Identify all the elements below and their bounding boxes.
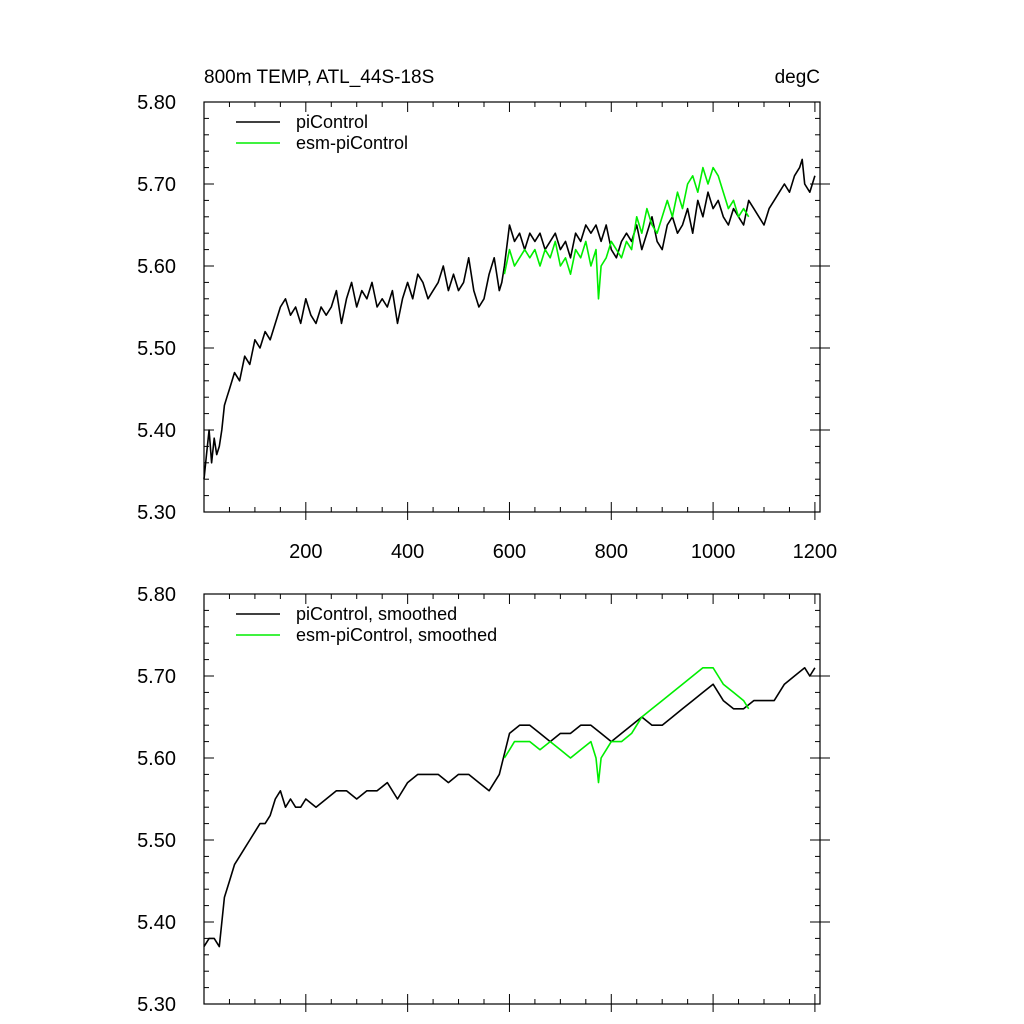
plot-frame — [203, 593, 821, 1005]
y-tick-label: 5.70 — [137, 666, 176, 688]
x-tick-label: 200 — [289, 541, 322, 563]
series-line-esm-picontrol — [503, 166, 750, 300]
top-panel: 800m TEMP, ATL_44S-18S degC 5.80 5.70 5.60… — [137, 67, 837, 563]
x-tick-label: 400 — [391, 541, 424, 563]
y-tick-label: 5.70 — [137, 174, 176, 196]
y-tick-label: 5.50 — [137, 338, 176, 360]
legend-label: piControl, smoothed — [296, 604, 457, 624]
series-line-picontrol — [203, 158, 816, 480]
series-line-esm-picontrol-smoothed — [503, 666, 750, 784]
series-line-picontrol-smoothed — [203, 666, 816, 948]
chart-units: degC — [775, 67, 820, 88]
y-tick-label: 5.80 — [137, 92, 176, 114]
x-tick-label: 1200 — [793, 541, 838, 563]
legend-label: piControl — [296, 112, 368, 132]
y-tick-label: 5.80 — [137, 584, 176, 606]
y-tick-label: 5.60 — [137, 748, 176, 770]
plot-frame — [203, 101, 821, 513]
x-tick-label: 600 — [493, 541, 526, 563]
chart-title: 800m TEMP, ATL_44S-18S — [204, 67, 434, 88]
x-tick-label: 800 — [595, 541, 628, 563]
y-tick-label: 5.30 — [137, 502, 176, 524]
y-tick-label: 5.40 — [137, 420, 176, 442]
bottom-panel: 5.80 5.70 5.60 5.50 5.40 5.30 piControl, smoot… — [137, 584, 830, 1016]
y-tick-label: 5.50 — [137, 830, 176, 852]
x-tick-label: 1000 — [691, 541, 736, 563]
legend-label: esm-piControl — [296, 133, 408, 153]
y-tick-label: 5.60 — [137, 256, 176, 278]
legend-label: esm-piControl, smoothed — [296, 625, 497, 645]
y-tick-label: 5.30 — [137, 994, 176, 1016]
y-tick-label: 5.40 — [137, 912, 176, 934]
